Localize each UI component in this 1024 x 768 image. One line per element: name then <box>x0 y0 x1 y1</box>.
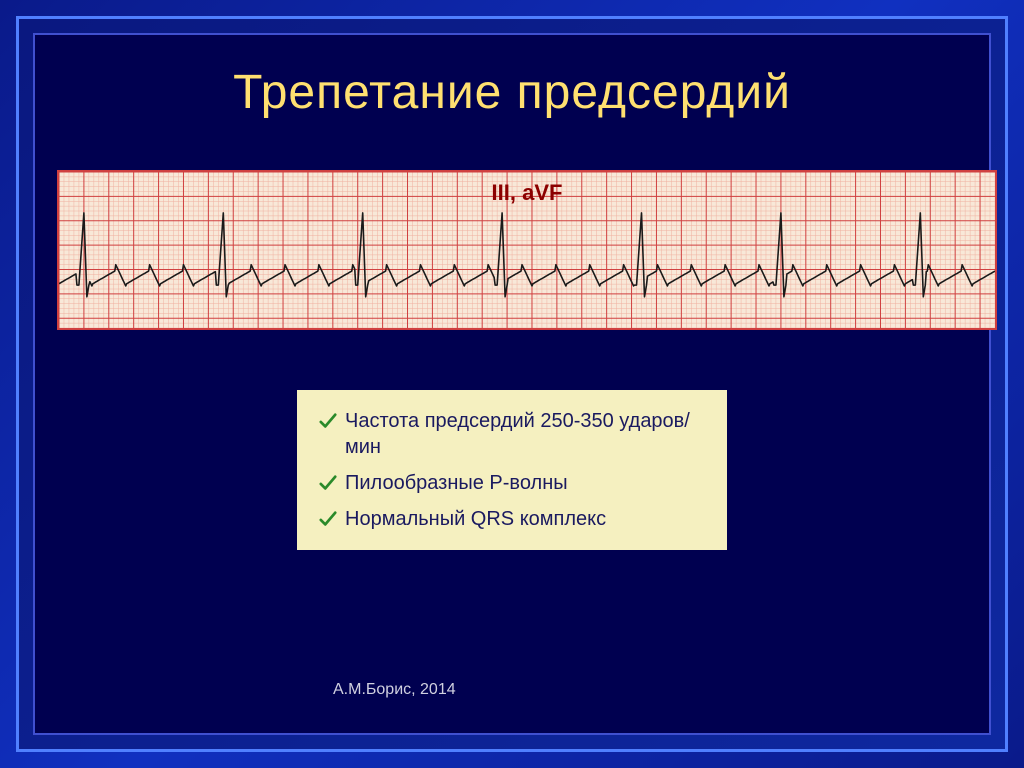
check-icon <box>319 412 337 430</box>
info-text: Нормальный QRS комплекс <box>345 506 705 532</box>
info-item: Пилообразные Р-волны <box>319 470 705 496</box>
check-icon <box>319 510 337 528</box>
info-text: Пилообразные Р-волны <box>345 470 705 496</box>
outer-frame: Трепетание предсердий III, aVF Частота п… <box>0 0 1024 768</box>
info-item: Нормальный QRS комплекс <box>319 506 705 532</box>
footer-text: А.М.Борис, 2014 <box>333 681 456 699</box>
check-icon <box>319 474 337 492</box>
info-item: Частота предсердий 250-350 ударов/мин <box>319 408 705 460</box>
slide-content: Трепетание предсердий III, aVF Частота п… <box>33 33 991 735</box>
slide-title: Трепетание предсердий <box>57 65 967 120</box>
info-text: Частота предсердий 250-350 ударов/мин <box>345 408 705 460</box>
info-box: Частота предсердий 250-350 ударов/мин Пил… <box>297 390 727 550</box>
ecg-lead-label: III, aVF <box>492 180 563 206</box>
ecg-panel: III, aVF <box>57 170 997 330</box>
mid-frame: Трепетание предсердий III, aVF Частота п… <box>16 16 1008 752</box>
